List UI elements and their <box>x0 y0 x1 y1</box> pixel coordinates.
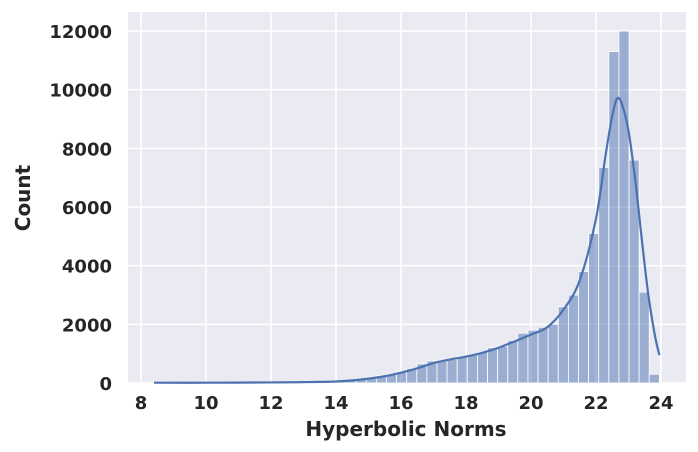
x-tick-label: 22 <box>583 393 608 414</box>
histogram-bar <box>487 347 499 384</box>
histogram-bar <box>456 356 468 384</box>
y-tick-label: 12000 <box>49 22 112 43</box>
bars <box>153 30 660 384</box>
histogram-bar <box>638 291 650 384</box>
y-tick-label: 10000 <box>49 81 112 102</box>
histogram-bar <box>497 345 509 384</box>
histogram-bar <box>537 326 549 384</box>
histogram-bar <box>628 159 640 384</box>
y-tick-label: 2000 <box>62 315 112 336</box>
y-axis-label: Count <box>11 164 35 231</box>
y-tick-label: 0 <box>99 374 112 395</box>
kde-curve <box>153 96 661 384</box>
histogram-bar <box>527 329 539 384</box>
x-tick-label: 14 <box>323 393 348 414</box>
y-tick-label: 4000 <box>62 257 112 278</box>
x-tick-label: 16 <box>388 393 413 414</box>
y-tick-label: 6000 <box>62 198 112 219</box>
y-tick-label: 8000 <box>62 139 112 160</box>
histogram-bar <box>578 271 590 384</box>
x-tick-label: 18 <box>453 393 478 414</box>
histogram-bar <box>466 354 478 384</box>
histogram-bar <box>547 323 559 384</box>
x-tick-labels: 8 10 12 14 16 18 20 22 24 <box>135 393 674 414</box>
x-axis-label: Hyperbolic Norms <box>305 417 506 441</box>
x-tick-label: 12 <box>258 393 283 414</box>
x-tick-label: 10 <box>193 393 218 414</box>
x-tick-label: 20 <box>518 393 543 414</box>
histogram-bar <box>557 306 569 384</box>
histogram-bar <box>436 359 448 384</box>
histogram-bar <box>446 359 458 384</box>
histogram-bar <box>618 30 630 384</box>
x-tick-label: 8 <box>135 393 148 414</box>
histogram-bar <box>507 340 519 384</box>
histogram-bar <box>567 294 579 384</box>
histogram-bar <box>648 373 660 384</box>
histogram-bar <box>477 351 488 384</box>
histogram-bar <box>608 51 620 384</box>
x-tick-label: 24 <box>648 393 673 414</box>
y-tick-labels: 0 2000 4000 6000 8000 10000 12000 <box>49 22 112 395</box>
histogram-bar <box>588 233 600 384</box>
